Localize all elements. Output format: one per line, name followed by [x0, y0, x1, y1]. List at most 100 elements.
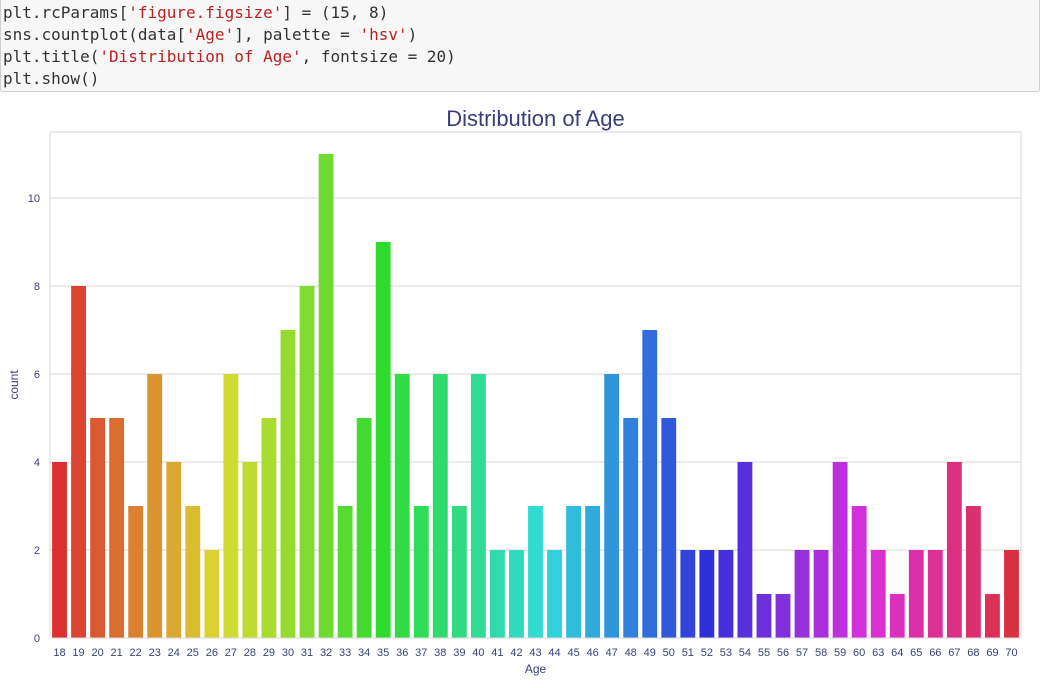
- bar-age-48: [623, 418, 639, 638]
- bar-age-40: [470, 374, 486, 638]
- x-tick-label: 45: [567, 647, 579, 659]
- y-tick-label: 8: [34, 281, 40, 293]
- x-tick-label: 59: [834, 647, 846, 659]
- bar-age-55: [756, 594, 772, 638]
- x-tick-label: 66: [929, 647, 941, 659]
- bar-age-44: [547, 550, 562, 638]
- bar-age-27: [223, 374, 239, 638]
- bar-age-34: [356, 418, 372, 638]
- x-tick-label: 18: [53, 647, 65, 659]
- code-token: plt.rcParams[: [3, 3, 129, 22]
- x-tick-label: 47: [606, 647, 618, 659]
- bar-age-21: [109, 418, 125, 638]
- x-tick-label: 33: [339, 647, 351, 659]
- bar-age-35: [375, 242, 391, 638]
- bar-age-63: [870, 550, 886, 638]
- x-tick-label: 30: [282, 647, 294, 659]
- x-tick-label: 41: [491, 647, 503, 659]
- code-token: ): [407, 25, 418, 44]
- code-token: plt.title(: [3, 47, 100, 66]
- x-tick-label: 28: [244, 647, 256, 659]
- x-tick-label: 34: [358, 647, 370, 659]
- bar-age-56: [775, 594, 791, 638]
- x-tick-label: 27: [225, 647, 237, 659]
- x-tick-label: 21: [111, 647, 123, 659]
- x-tick-label: 40: [472, 647, 484, 659]
- code-cell[interactable]: plt.rcParams['figure.figsize'] = (15, 8)…: [0, 0, 1040, 92]
- bar-age-57: [794, 550, 810, 638]
- x-tick-label: 50: [663, 647, 675, 659]
- bar-age-51: [680, 550, 696, 638]
- code-line: plt.rcParams['figure.figsize'] = (15, 8): [3, 2, 1039, 24]
- x-axis-label: Age: [525, 662, 547, 676]
- y-tick-label: 4: [34, 457, 40, 469]
- x-tick-label: 31: [301, 647, 313, 659]
- bar-age-36: [394, 374, 410, 638]
- bar-age-20: [90, 418, 106, 638]
- bar-age-65: [908, 550, 924, 638]
- bar-age-25: [185, 506, 201, 638]
- bar-age-38: [432, 374, 448, 638]
- x-tick-label: 54: [739, 647, 751, 659]
- plot-frame: [49, 131, 1022, 639]
- bar-age-64: [889, 594, 905, 638]
- y-tick-label: 6: [34, 369, 40, 381]
- x-tick-label: 64: [891, 647, 903, 659]
- x-tick-label: 44: [548, 647, 560, 659]
- x-tick-label: 38: [434, 647, 446, 659]
- code-editor[interactable]: plt.rcParams['figure.figsize'] = (15, 8)…: [3, 2, 1039, 90]
- code-string-token: 'Distribution of Age': [99, 47, 302, 66]
- x-tick-label: 51: [682, 647, 694, 659]
- bar-age-60: [851, 506, 867, 638]
- bar-age-59: [832, 462, 848, 638]
- code-token: plt.show(): [3, 69, 100, 88]
- x-tick-label: 37: [415, 647, 427, 659]
- x-tick-label: 46: [586, 647, 598, 659]
- x-tick-label: 35: [377, 647, 389, 659]
- bars: [52, 154, 1019, 638]
- bar-age-45: [566, 506, 582, 638]
- bar-age-49: [642, 330, 658, 638]
- bar-age-18: [52, 462, 67, 638]
- bar-age-42: [509, 550, 524, 638]
- bar-age-52: [699, 550, 715, 638]
- bar-age-33: [337, 506, 353, 638]
- bar-age-31: [299, 286, 315, 638]
- x-tick-label: 48: [625, 647, 637, 659]
- x-tick-label: 60: [853, 647, 865, 659]
- x-tick-label: 68: [967, 647, 979, 659]
- bar-age-32: [318, 154, 334, 638]
- x-tick-label: 29: [263, 647, 275, 659]
- code-string-token: 'hsv': [359, 25, 408, 44]
- x-tick-label: 69: [986, 647, 998, 659]
- x-tick-label: 57: [796, 647, 808, 659]
- x-tick-label: 24: [168, 647, 180, 659]
- bar-age-43: [528, 506, 543, 638]
- bar-age-19: [71, 286, 86, 638]
- bar-age-46: [585, 506, 601, 638]
- x-tick-label: 39: [453, 647, 465, 659]
- x-tick-label: 19: [72, 647, 84, 659]
- x-axis-ticks: 18 19 20 21 22 23 24 25 26 27 28 29 30 31 32 33 34 35 36 37…: [53, 647, 1017, 659]
- x-tick-label: 52: [701, 647, 713, 659]
- x-tick-label: 42: [510, 647, 522, 659]
- bar-age-66: [927, 550, 943, 638]
- bar-age-69: [985, 594, 1000, 638]
- x-tick-label: 53: [720, 647, 732, 659]
- code-line: plt.title('Distribution of Age', fontsiz…: [3, 46, 1039, 68]
- x-tick-label: 49: [644, 647, 656, 659]
- code-token: ] = (15, 8): [282, 3, 389, 22]
- code-string-token: 'Age': [186, 25, 235, 44]
- x-tick-label: 43: [529, 647, 541, 659]
- x-tick-label: 20: [91, 647, 103, 659]
- code-token: ], palette =: [234, 25, 360, 44]
- bar-age-26: [204, 550, 220, 638]
- x-tick-label: 36: [396, 647, 408, 659]
- bar-age-54: [737, 462, 753, 638]
- y-axis-ticks: 0 2 4 6 8 10: [28, 193, 40, 645]
- bar-age-47: [604, 374, 620, 638]
- bar-age-24: [166, 462, 182, 638]
- x-tick-label: 23: [149, 647, 161, 659]
- x-tick-label: 56: [777, 647, 789, 659]
